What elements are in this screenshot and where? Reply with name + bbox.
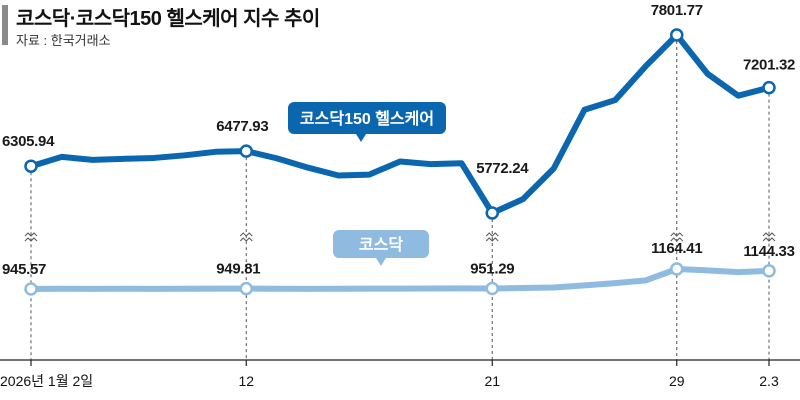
kosdaq-data-label-2: 951.29 xyxy=(470,260,514,277)
legend-healthcare-label: 코스닥150 헬스케어 xyxy=(300,110,434,128)
legend-healthcare-box xyxy=(288,102,446,134)
kosdaq-data-label-0: 945.57 xyxy=(2,261,46,278)
healthcare-data-label-3: 7801.77 xyxy=(651,2,703,19)
axis-break-mark-1 xyxy=(239,232,253,242)
healthcare-point-3 xyxy=(670,28,684,42)
kosdaq-data-label-1: 949.81 xyxy=(216,261,260,278)
axis-break-mark-0 xyxy=(24,232,38,242)
legend-healthcare: 코스닥150 헬스케어 xyxy=(288,102,446,142)
healthcare-point-2 xyxy=(485,206,499,220)
x-tick-label-0: 2026년 1월 2일 xyxy=(0,373,93,389)
kosdaq-point-1 xyxy=(239,281,253,296)
kosdaq-data-label-3: 1164.41 xyxy=(651,240,702,257)
healthcare-point-4 xyxy=(762,80,776,95)
legend-kosdaq: 코스닥 xyxy=(333,230,429,266)
kosdaq-point-4 xyxy=(762,264,776,278)
healthcare-data-label-4: 7201.32 xyxy=(743,57,795,74)
kosdaq-point-2 xyxy=(485,281,499,296)
kosdaq-point-0 xyxy=(24,282,38,296)
healthcare-point-0 xyxy=(24,159,38,173)
kosdaq-line xyxy=(28,266,772,292)
legend-kosdaq-box xyxy=(333,230,429,258)
healthcare-data-label-0: 6305.94 xyxy=(2,133,55,150)
legend-kosdaq-pointer xyxy=(376,258,386,266)
kosdaq-point-3 xyxy=(670,262,684,276)
x-tick-label-2: 21 xyxy=(484,373,500,389)
legend-healthcare-pointer xyxy=(356,134,366,142)
x-tick-label-4: 2.3 xyxy=(759,373,779,389)
chart-source: 자료 : 한국거래소 xyxy=(16,33,111,48)
legend-kosdaq-label: 코스닥 xyxy=(359,236,403,254)
x-tick-label-1: 12 xyxy=(238,373,254,389)
axis-break-mark-2 xyxy=(485,232,499,242)
x-tick-label-3: 29 xyxy=(669,373,685,389)
kosdaq-data-label-4: 1144.33 xyxy=(743,243,794,260)
axis-break-mark-4 xyxy=(762,232,776,242)
chart-title: 코스닥·코스닥150 헬스케어 지수 추이 xyxy=(16,8,320,30)
healthcare-point-1 xyxy=(239,144,253,158)
healthcare-line xyxy=(28,32,772,216)
title-accent-bar xyxy=(2,5,8,45)
healthcare-data-label-2: 5772.24 xyxy=(476,160,529,177)
healthcare-data-label-1: 6477.93 xyxy=(216,118,268,135)
axis-break-mark-3 xyxy=(670,232,684,242)
